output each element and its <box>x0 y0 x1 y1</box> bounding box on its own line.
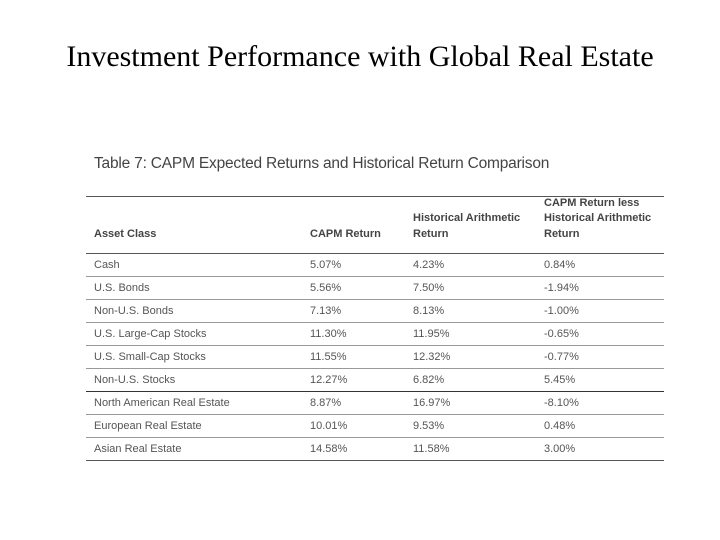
header-capm-return: CAPM Return <box>310 227 381 240</box>
asset-class-cell: U.S. Bonds <box>94 282 150 294</box>
difference-cell: 0.48% <box>544 420 576 432</box>
asset-class-cell: U.S. Large-Cap Stocks <box>94 328 207 340</box>
table-row: Asian Real Estate 14.58% 11.58% 3.00% <box>86 438 664 461</box>
table-row: U.S. Large-Cap Stocks 11.30% 11.95% -0.6… <box>86 323 664 346</box>
capm-return-cell: 12.27% <box>310 374 348 386</box>
capm-return-cell: 5.07% <box>310 259 342 271</box>
difference-cell: -1.00% <box>544 305 579 317</box>
asset-class-cell: Non-U.S. Stocks <box>94 374 176 386</box>
table-row: U.S. Small-Cap Stocks 11.55% 12.32% -0.7… <box>86 346 664 369</box>
difference-cell: 0.84% <box>544 259 576 271</box>
difference-cell: 3.00% <box>544 443 576 455</box>
capm-return-cell: 11.30% <box>310 328 347 340</box>
capm-return-cell: 7.13% <box>310 305 342 317</box>
returns-comparison-table: Asset Class CAPM Return Historical Arith… <box>86 196 664 461</box>
table-row: North American Real Estate 8.87% 16.97% … <box>86 392 664 415</box>
historical-return-cell: 8.13% <box>413 305 445 317</box>
historical-return-cell: 4.23% <box>413 259 445 271</box>
header-capm-less-historical: CAPM Return less Historical Arithmetic R… <box>544 196 652 240</box>
table-row: Non-U.S. Bonds 7.13% 8.13% -1.00% <box>86 300 664 323</box>
historical-return-cell: 12.32% <box>413 351 451 363</box>
asset-class-cell: Non-U.S. Bonds <box>94 305 174 317</box>
capm-return-cell: 5.56% <box>310 282 342 294</box>
difference-cell: 5.45% <box>544 374 576 386</box>
capm-return-cell: 10.01% <box>310 420 348 432</box>
header-historical-arithmetic-return: Historical Arithmetic Return <box>413 212 521 240</box>
asset-class-cell: Asian Real Estate <box>94 443 182 455</box>
historical-return-cell: 11.95% <box>413 328 450 340</box>
table-row: Non-U.S. Stocks 12.27% 6.82% 5.45% <box>86 369 664 392</box>
slide-title: Investment Performance with Global Real … <box>66 40 654 73</box>
table-row: European Real Estate 10.01% 9.53% 0.48% <box>86 415 664 438</box>
asset-class-cell: Cash <box>94 259 120 271</box>
capm-return-cell: 11.55% <box>310 351 347 363</box>
historical-return-cell: 16.97% <box>413 397 451 409</box>
historical-return-cell: 7.50% <box>413 282 445 294</box>
table-row: Cash 5.07% 4.23% 0.84% <box>86 254 664 277</box>
difference-cell: -8.10% <box>544 397 579 409</box>
table-caption: Table 7: CAPM Expected Returns and Histo… <box>94 155 550 172</box>
capm-return-cell: 8.87% <box>310 397 342 409</box>
asset-class-cell: European Real Estate <box>94 420 202 432</box>
difference-cell: -0.77% <box>544 351 579 363</box>
historical-return-cell: 9.53% <box>413 420 445 432</box>
asset-class-cell: North American Real Estate <box>94 397 230 409</box>
table-row: U.S. Bonds 5.56% 7.50% -1.94% <box>86 277 664 300</box>
table-header-row: Asset Class CAPM Return Historical Arith… <box>86 197 664 254</box>
difference-cell: -0.65% <box>544 328 579 340</box>
difference-cell: -1.94% <box>544 282 579 294</box>
historical-return-cell: 6.82% <box>413 374 445 386</box>
capm-return-cell: 14.58% <box>310 443 348 455</box>
asset-class-cell: U.S. Small-Cap Stocks <box>94 351 206 363</box>
header-asset-class: Asset Class <box>94 227 157 240</box>
historical-return-cell: 11.58% <box>413 443 450 455</box>
